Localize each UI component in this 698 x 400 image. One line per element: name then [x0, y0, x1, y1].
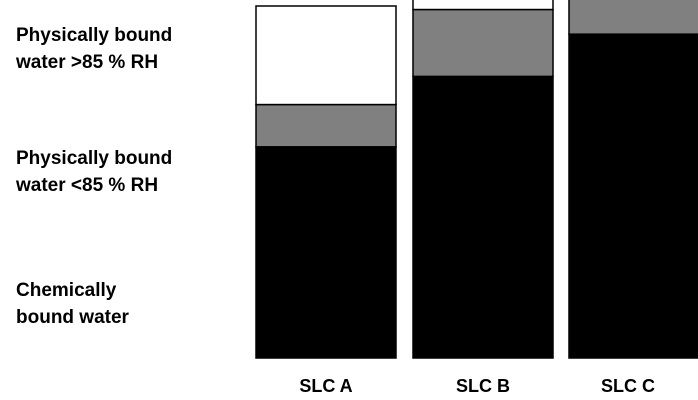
- category-label-slc-a: SLC A: [299, 376, 352, 396]
- category-label-slc-c: SLC C: [601, 376, 655, 396]
- bar-segment-slc-b-series-2: [412, 0, 554, 11]
- bar-segment-slc-a-series-0: [255, 146, 397, 359]
- legend-label-above-85-rh: Physically bound water >85 % RH: [16, 25, 173, 73]
- bar-segment-slc-a-series-2: [255, 5, 397, 106]
- bar-segment-slc-b-series-0: [412, 75, 554, 359]
- bar-segment-slc-b-series-1: [412, 8, 554, 78]
- bar-segment-slc-a-series-1: [255, 103, 397, 148]
- bar-segment-slc-c-series-0: [568, 33, 698, 359]
- category-label-slc-b: SLC B: [456, 376, 510, 396]
- legend-label-below-85-rh: Physically bound water <85 % RH: [16, 148, 173, 196]
- legend-label-chemically-bound: Chemically bound water: [16, 280, 129, 328]
- bar-segment-slc-c-series-1: [568, 0, 698, 35]
